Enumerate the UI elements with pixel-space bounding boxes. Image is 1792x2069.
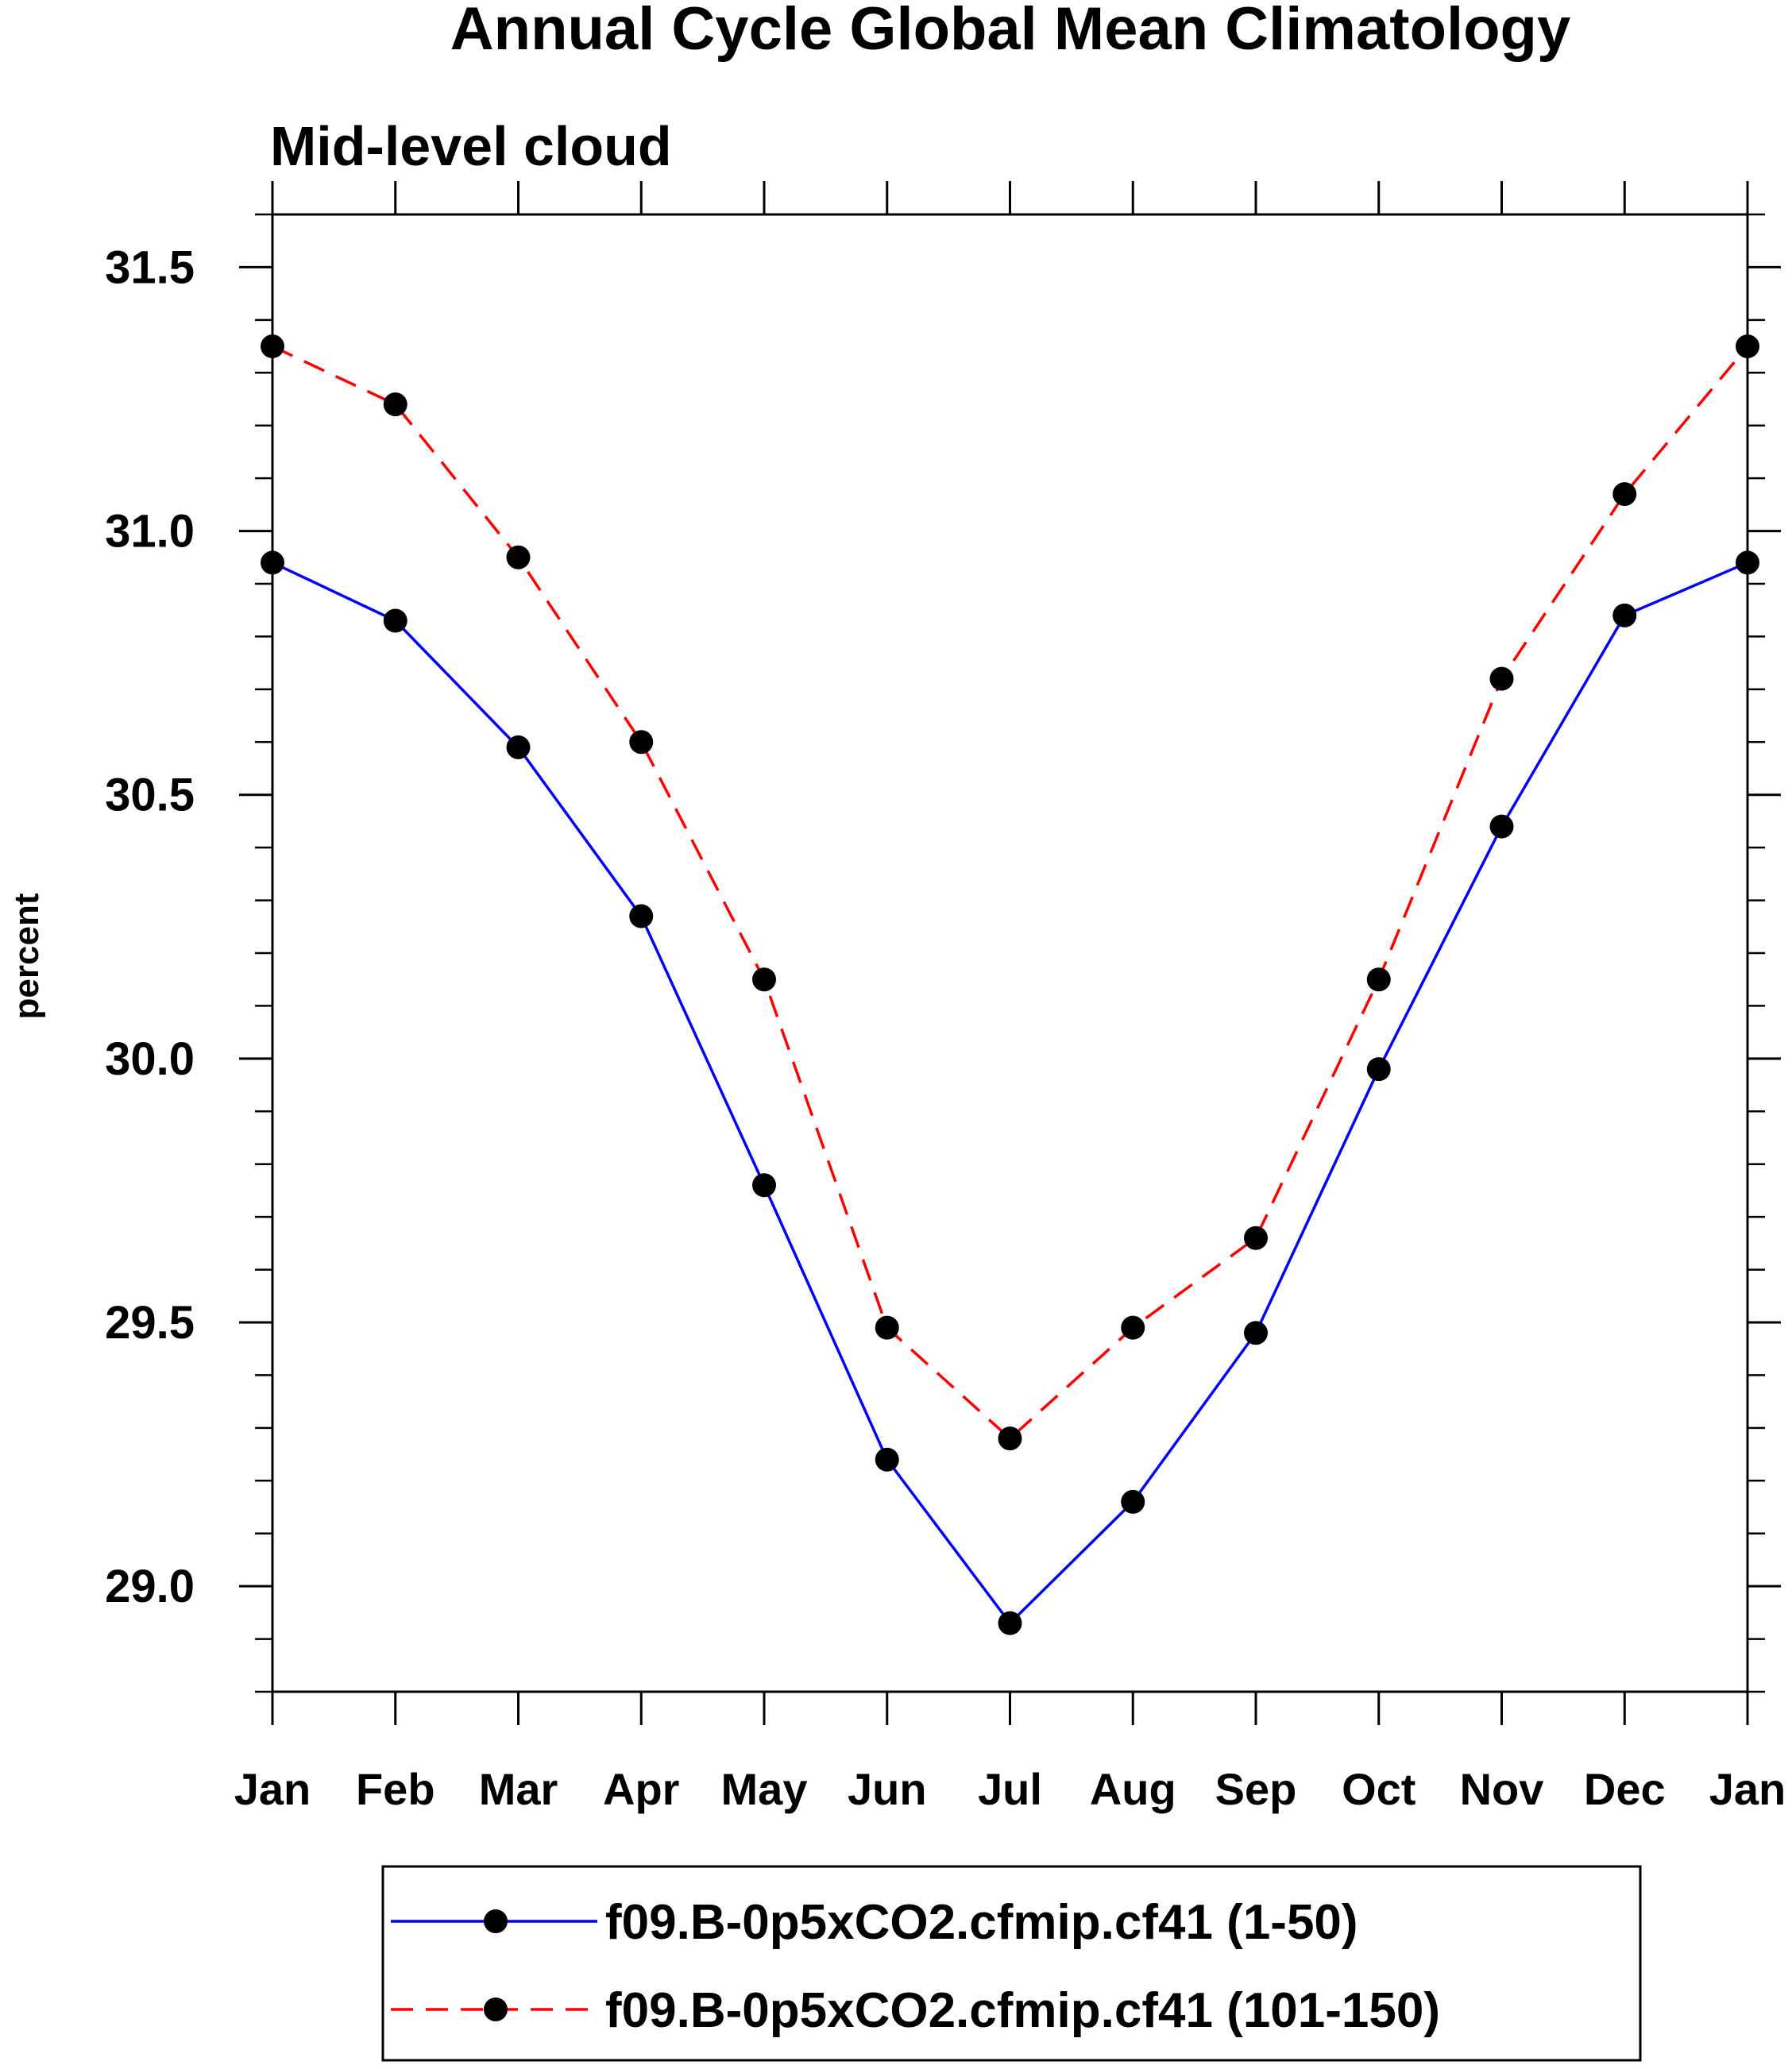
series-point	[1736, 550, 1759, 575]
series-point	[1121, 1315, 1145, 1340]
y-tick-label: 31.0	[105, 506, 195, 558]
x-tick-label: Oct	[1342, 1764, 1415, 1814]
x-tick-label: Jun	[848, 1764, 927, 1814]
x-tick-label: Jul	[978, 1764, 1042, 1814]
legend: f09.B-0p5xCO2.cfmip.cf41 (1-50) f09.B-0p5…	[381, 1865, 1642, 2062]
series-point	[629, 730, 654, 755]
x-tick-label: Feb	[356, 1764, 435, 1814]
x-tick-label: Jan	[1709, 1764, 1786, 1814]
series-point	[1366, 1057, 1391, 1082]
x-tick-label: Jan	[234, 1764, 311, 1814]
chart-title: Annual Cycle Global Mean Climatology	[450, 0, 1570, 63]
series-point	[1366, 967, 1391, 992]
series-group	[261, 550, 1759, 1635]
series-line	[272, 561, 1748, 1626]
series-point	[752, 967, 776, 992]
x-tick-label: Mar	[479, 1764, 558, 1814]
y-tick-label: 29.5	[105, 1297, 195, 1349]
legend-box	[381, 1865, 1642, 2062]
y-tick-label: 30.5	[105, 770, 195, 821]
series-point	[506, 545, 531, 569]
x-tick-label: Aug	[1090, 1764, 1176, 1814]
plot-border	[271, 213, 1749, 1693]
y-tick-label: 30.0	[105, 1033, 195, 1085]
legend-marker	[484, 1909, 508, 1933]
series-point	[1736, 334, 1759, 359]
series-line	[272, 345, 1749, 1441]
series-point	[1121, 1489, 1145, 1514]
x-tick-label: Apr	[603, 1764, 679, 1814]
series-point	[1244, 1226, 1268, 1250]
series-point	[629, 904, 654, 928]
series-point	[261, 334, 284, 359]
series-point	[1612, 603, 1637, 627]
series-point	[383, 608, 407, 633]
y-axis-label: percent	[7, 893, 46, 1019]
x-tick-label: Sep	[1215, 1764, 1297, 1814]
series-point	[261, 550, 284, 575]
series-group	[261, 334, 1759, 1451]
x-tick-label: Dec	[1584, 1764, 1666, 1814]
x-tick-label: May	[721, 1764, 808, 1814]
y-tick-label: 31.5	[105, 241, 195, 293]
legend-label: f09.B-0p5xCO2.cfmip.cf41 (1-50)	[605, 1895, 1358, 1950]
series-point	[875, 1315, 899, 1340]
series-point	[875, 1447, 899, 1472]
series-point	[383, 392, 407, 417]
axis-ticks: Jan Feb Mar Apr May Jun Jul Aug Sep Oct Nov Dec Jan 2…	[105, 181, 1786, 1814]
series-point	[506, 735, 531, 759]
legend-marker	[484, 1998, 508, 2021]
chart-subtitle: Mid-level cloud	[270, 115, 672, 177]
series-point	[752, 1173, 776, 1198]
legend-label: f09.B-0p5xCO2.cfmip.cf41 (101-150)	[605, 1983, 1440, 2038]
series-point	[1612, 482, 1637, 507]
series-point	[1489, 814, 1514, 839]
series-point	[998, 1426, 1022, 1451]
series-layer	[261, 334, 1759, 1635]
plot-frame	[271, 213, 1749, 1693]
series-point	[1489, 666, 1514, 691]
series-point	[1244, 1321, 1268, 1345]
y-tick-label: 29.0	[105, 1561, 195, 1612]
series-point	[998, 1611, 1022, 1635]
x-tick-label: Nov	[1460, 1764, 1544, 1814]
